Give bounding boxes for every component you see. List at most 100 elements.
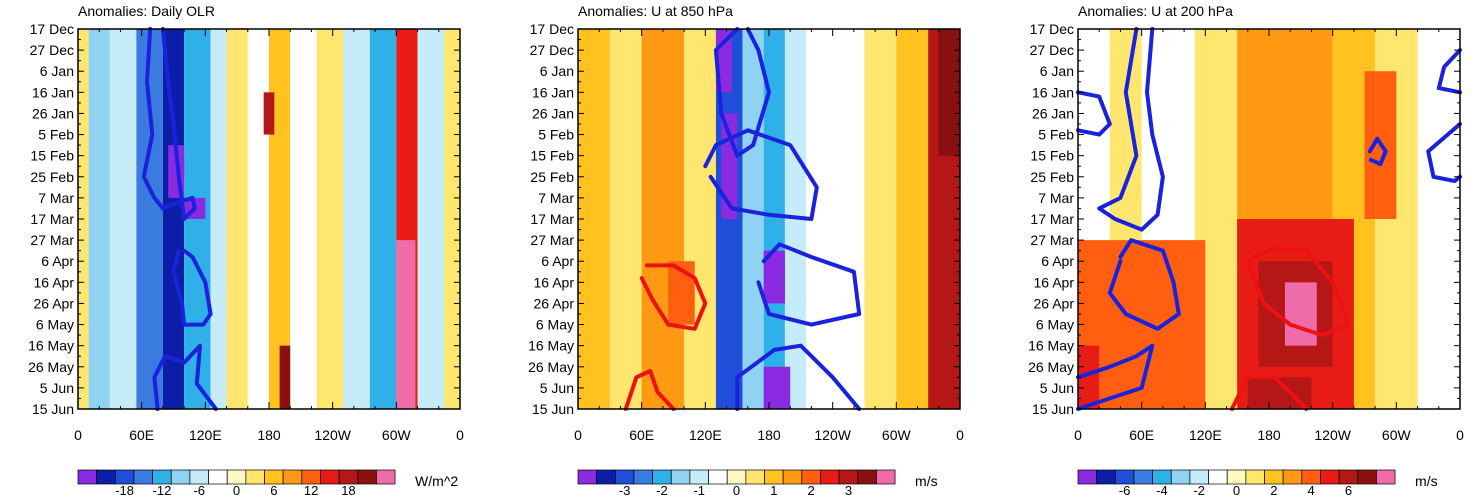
colorbar-swatch (226, 469, 247, 485)
y-tick-label: 6 Jan (40, 63, 74, 79)
y-tick-label: 5 Jun (540, 380, 574, 396)
colorbar-label: -3 (619, 483, 631, 495)
x-tick-label: 0 (74, 427, 82, 443)
x-tick-label: 0 (456, 427, 464, 443)
colorbar-swatch (1208, 469, 1228, 485)
y-tick-label: 16 Jan (532, 84, 574, 100)
red-contour-line (1245, 246, 1351, 338)
anomaly-region (316, 29, 344, 409)
y-tick-label: 17 Dec (30, 21, 74, 37)
colorbar-swatch (708, 469, 728, 485)
colorbar-label: -1 (693, 483, 705, 495)
colorbar-swatch (376, 469, 396, 485)
colorbar-swatch (670, 469, 691, 485)
anomaly-region (343, 29, 370, 409)
blue-contour-line (1436, 48, 1462, 95)
y-tick-label: 25 Feb (30, 169, 74, 185)
colorbar-swatch (1226, 469, 1247, 485)
colorbar-swatch (876, 469, 896, 485)
x-tick-label: 120W (814, 427, 851, 443)
y-tick-label: 27 Dec (1030, 42, 1074, 58)
colorbar-label: 1 (770, 483, 777, 495)
blue-contour-line (152, 343, 218, 411)
y-tick-label: 26 Apr (1034, 295, 1075, 311)
anomaly-region (763, 250, 785, 304)
anomaly-region (641, 29, 685, 409)
colorbar-swatch (838, 469, 859, 485)
x-tick-label: 60W (382, 427, 412, 443)
colorbar-swatch (820, 469, 840, 485)
y-tick-label: 16 Apr (1034, 274, 1075, 290)
anomaly-region (417, 29, 445, 409)
y-tick-label: 15 Feb (1030, 148, 1074, 164)
colorbar-swatch (726, 469, 747, 485)
y-tick-label: 15 Jun (532, 401, 574, 417)
x-tick-label: 60W (1382, 427, 1412, 443)
colorbar-swatch (133, 469, 153, 485)
colorbar-swatch (189, 469, 209, 485)
colorbar-swatch (320, 469, 340, 485)
anomaly-region (136, 29, 163, 409)
colorbar-swatch (764, 469, 784, 485)
colorbar-swatch (652, 469, 672, 485)
anomaly-region (684, 29, 716, 409)
y-tick-label: 27 Dec (30, 42, 74, 58)
blue-contour-line (1107, 238, 1181, 331)
anomaly-region (896, 29, 929, 409)
colorbar-label: 3 (845, 483, 852, 495)
anomaly-region (226, 29, 248, 409)
colorbar-swatch (1077, 469, 1098, 485)
colorbar-swatch (1282, 469, 1303, 485)
anomaly-region (210, 29, 227, 409)
colorbar-swatch (1376, 469, 1396, 485)
anomaly-region (88, 29, 110, 409)
blue-contour-line (1367, 136, 1388, 167)
y-tick-label: 27 Dec (530, 42, 574, 58)
colorbar-swatch (1245, 469, 1265, 485)
blue-contour-line (1426, 122, 1462, 183)
y-tick-label: 26 May (528, 359, 574, 375)
anomaly-region (396, 240, 416, 409)
colorbar-swatch (1357, 469, 1377, 485)
y-tick-label: 6 Apr (1041, 253, 1074, 269)
anomaly-region (609, 29, 642, 409)
chart-title: Anomalies: U at 200 hPa (1078, 3, 1233, 19)
blue-contour-line (756, 242, 862, 327)
colorbar-swatch (114, 469, 135, 485)
colorbar-swatch (614, 469, 635, 485)
blue-contour-line (703, 128, 819, 221)
y-tick-label: 7 Mar (538, 190, 574, 206)
y-tick-label: 5 Jun (40, 380, 74, 396)
colorbar-label: 6 (1345, 483, 1352, 495)
colorbar-units: m/s (1415, 473, 1438, 489)
y-tick-label: 5 Feb (538, 127, 574, 143)
blue-contour-line (1097, 27, 1165, 232)
y-tick-label: 6 Jan (540, 63, 574, 79)
blue-contour-line (735, 343, 862, 411)
chart-title: Anomalies: U at 850 hPa (578, 3, 733, 19)
y-tick-label: 5 Jun (1040, 380, 1074, 396)
colorbar-label: 4 (1308, 483, 1315, 495)
colorbar-swatch (338, 469, 359, 485)
colorbar-label: -12 (153, 483, 172, 495)
x-tick-label: 120E (689, 427, 722, 443)
red-contour-line (623, 369, 676, 411)
x-tick-label: 120E (1189, 427, 1222, 443)
colorbar-swatch (1133, 469, 1153, 485)
colorbar-swatch (245, 469, 265, 485)
anomaly-region (369, 29, 397, 409)
colorbar-swatch (264, 469, 284, 485)
colorbar-swatch (689, 469, 709, 485)
y-tick-label: 17 Mar (30, 211, 74, 227)
y-tick-label: 26 Jan (532, 105, 574, 121)
colorbar-swatch (801, 469, 821, 485)
anomaly-region (938, 29, 960, 156)
y-tick-label: 15 Jun (32, 401, 74, 417)
y-tick-label: 16 May (528, 338, 574, 354)
y-tick-label: 25 Feb (1030, 169, 1074, 185)
y-tick-label: 16 Jan (1032, 84, 1074, 100)
